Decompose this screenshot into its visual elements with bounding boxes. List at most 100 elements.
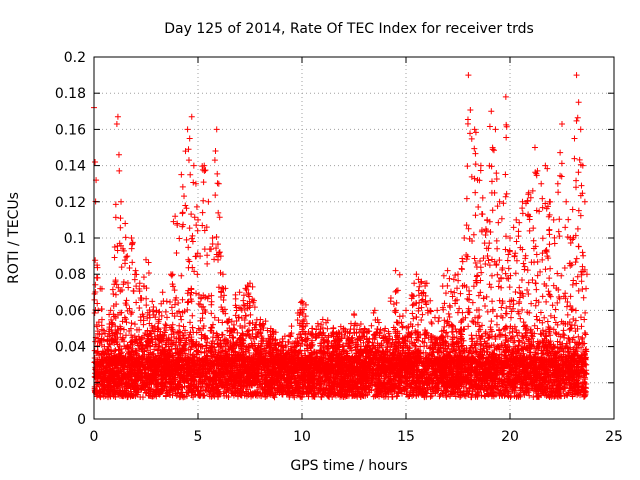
data-point xyxy=(188,113,195,120)
data-point xyxy=(189,324,196,331)
data-point xyxy=(482,261,489,268)
data-point xyxy=(486,218,493,225)
data-point xyxy=(558,160,565,167)
data-point xyxy=(194,250,201,257)
data-point xyxy=(114,113,121,120)
data-point xyxy=(93,274,100,281)
data-point xyxy=(580,294,587,301)
data-point xyxy=(581,198,588,205)
data-point xyxy=(192,180,199,187)
data-point xyxy=(357,320,364,327)
data-points xyxy=(91,72,590,401)
data-point xyxy=(410,315,417,322)
data-point xyxy=(190,179,197,186)
data-point xyxy=(217,253,224,260)
data-point xyxy=(123,254,130,261)
data-point xyxy=(484,217,491,224)
data-point xyxy=(195,216,201,223)
data-point xyxy=(567,302,574,309)
data-point xyxy=(288,323,295,330)
data-point xyxy=(560,293,567,300)
data-point xyxy=(470,231,477,238)
data-point xyxy=(486,262,493,269)
data-point xyxy=(185,287,192,294)
data-point xyxy=(477,167,484,174)
data-point xyxy=(393,299,400,306)
data-point xyxy=(576,156,583,163)
data-point xyxy=(537,268,544,275)
data-point xyxy=(486,281,493,288)
data-point xyxy=(573,117,580,124)
data-point xyxy=(136,280,143,287)
data-point xyxy=(173,249,180,256)
data-point xyxy=(208,292,215,299)
data-point xyxy=(531,144,538,151)
data-point xyxy=(456,305,463,312)
data-point xyxy=(484,308,491,315)
data-point xyxy=(533,313,540,320)
data-point xyxy=(92,281,99,288)
data-point xyxy=(416,283,423,290)
data-point xyxy=(498,215,505,222)
data-point xyxy=(377,326,384,333)
data-point xyxy=(172,213,179,220)
data-point xyxy=(551,234,558,241)
grid-layer xyxy=(94,57,614,419)
data-point xyxy=(472,161,479,168)
data-point xyxy=(519,198,526,205)
data-point xyxy=(452,272,459,279)
data-point xyxy=(124,253,131,260)
data-point xyxy=(204,252,211,259)
data-point xyxy=(187,171,194,178)
chart-title: Day 125 of 2014, Rate Of TEC Index for r… xyxy=(164,21,534,37)
data-point xyxy=(194,271,201,278)
data-point xyxy=(516,219,523,226)
data-point xyxy=(482,231,489,238)
data-point xyxy=(571,155,578,162)
data-point xyxy=(176,322,183,329)
data-point xyxy=(183,205,190,212)
data-point xyxy=(169,271,176,278)
data-point xyxy=(348,320,355,327)
data-point xyxy=(428,320,435,327)
data-point xyxy=(185,244,192,251)
data-point xyxy=(220,296,227,303)
data-point xyxy=(512,270,519,277)
data-point xyxy=(159,289,166,296)
data-point xyxy=(583,271,590,278)
data-point xyxy=(128,309,135,316)
data-point xyxy=(573,72,580,79)
data-point xyxy=(489,207,496,214)
data-point xyxy=(240,297,247,304)
data-point xyxy=(133,326,140,333)
data-point xyxy=(178,171,185,178)
data-point xyxy=(469,318,476,325)
data-point xyxy=(115,151,122,158)
data-point xyxy=(507,235,513,241)
data-point xyxy=(371,307,378,314)
data-point xyxy=(137,317,144,324)
data-point xyxy=(171,287,178,294)
data-point xyxy=(550,216,557,223)
data-point xyxy=(455,277,462,284)
data-point xyxy=(561,265,568,272)
data-point xyxy=(204,260,211,267)
data-point xyxy=(481,303,488,310)
data-point xyxy=(530,225,537,232)
data-point xyxy=(208,310,215,317)
data-point xyxy=(158,312,165,319)
data-point xyxy=(463,195,470,202)
data-point xyxy=(221,292,228,299)
data-point xyxy=(217,269,224,276)
data-point xyxy=(539,293,546,300)
data-point xyxy=(143,256,149,263)
data-point xyxy=(563,198,570,205)
data-point xyxy=(185,157,192,164)
data-point xyxy=(444,333,451,340)
data-point xyxy=(525,291,532,298)
data-point xyxy=(521,263,528,270)
data-point xyxy=(513,257,520,264)
data-point xyxy=(473,348,480,355)
data-point xyxy=(215,317,222,324)
data-point xyxy=(216,249,223,256)
